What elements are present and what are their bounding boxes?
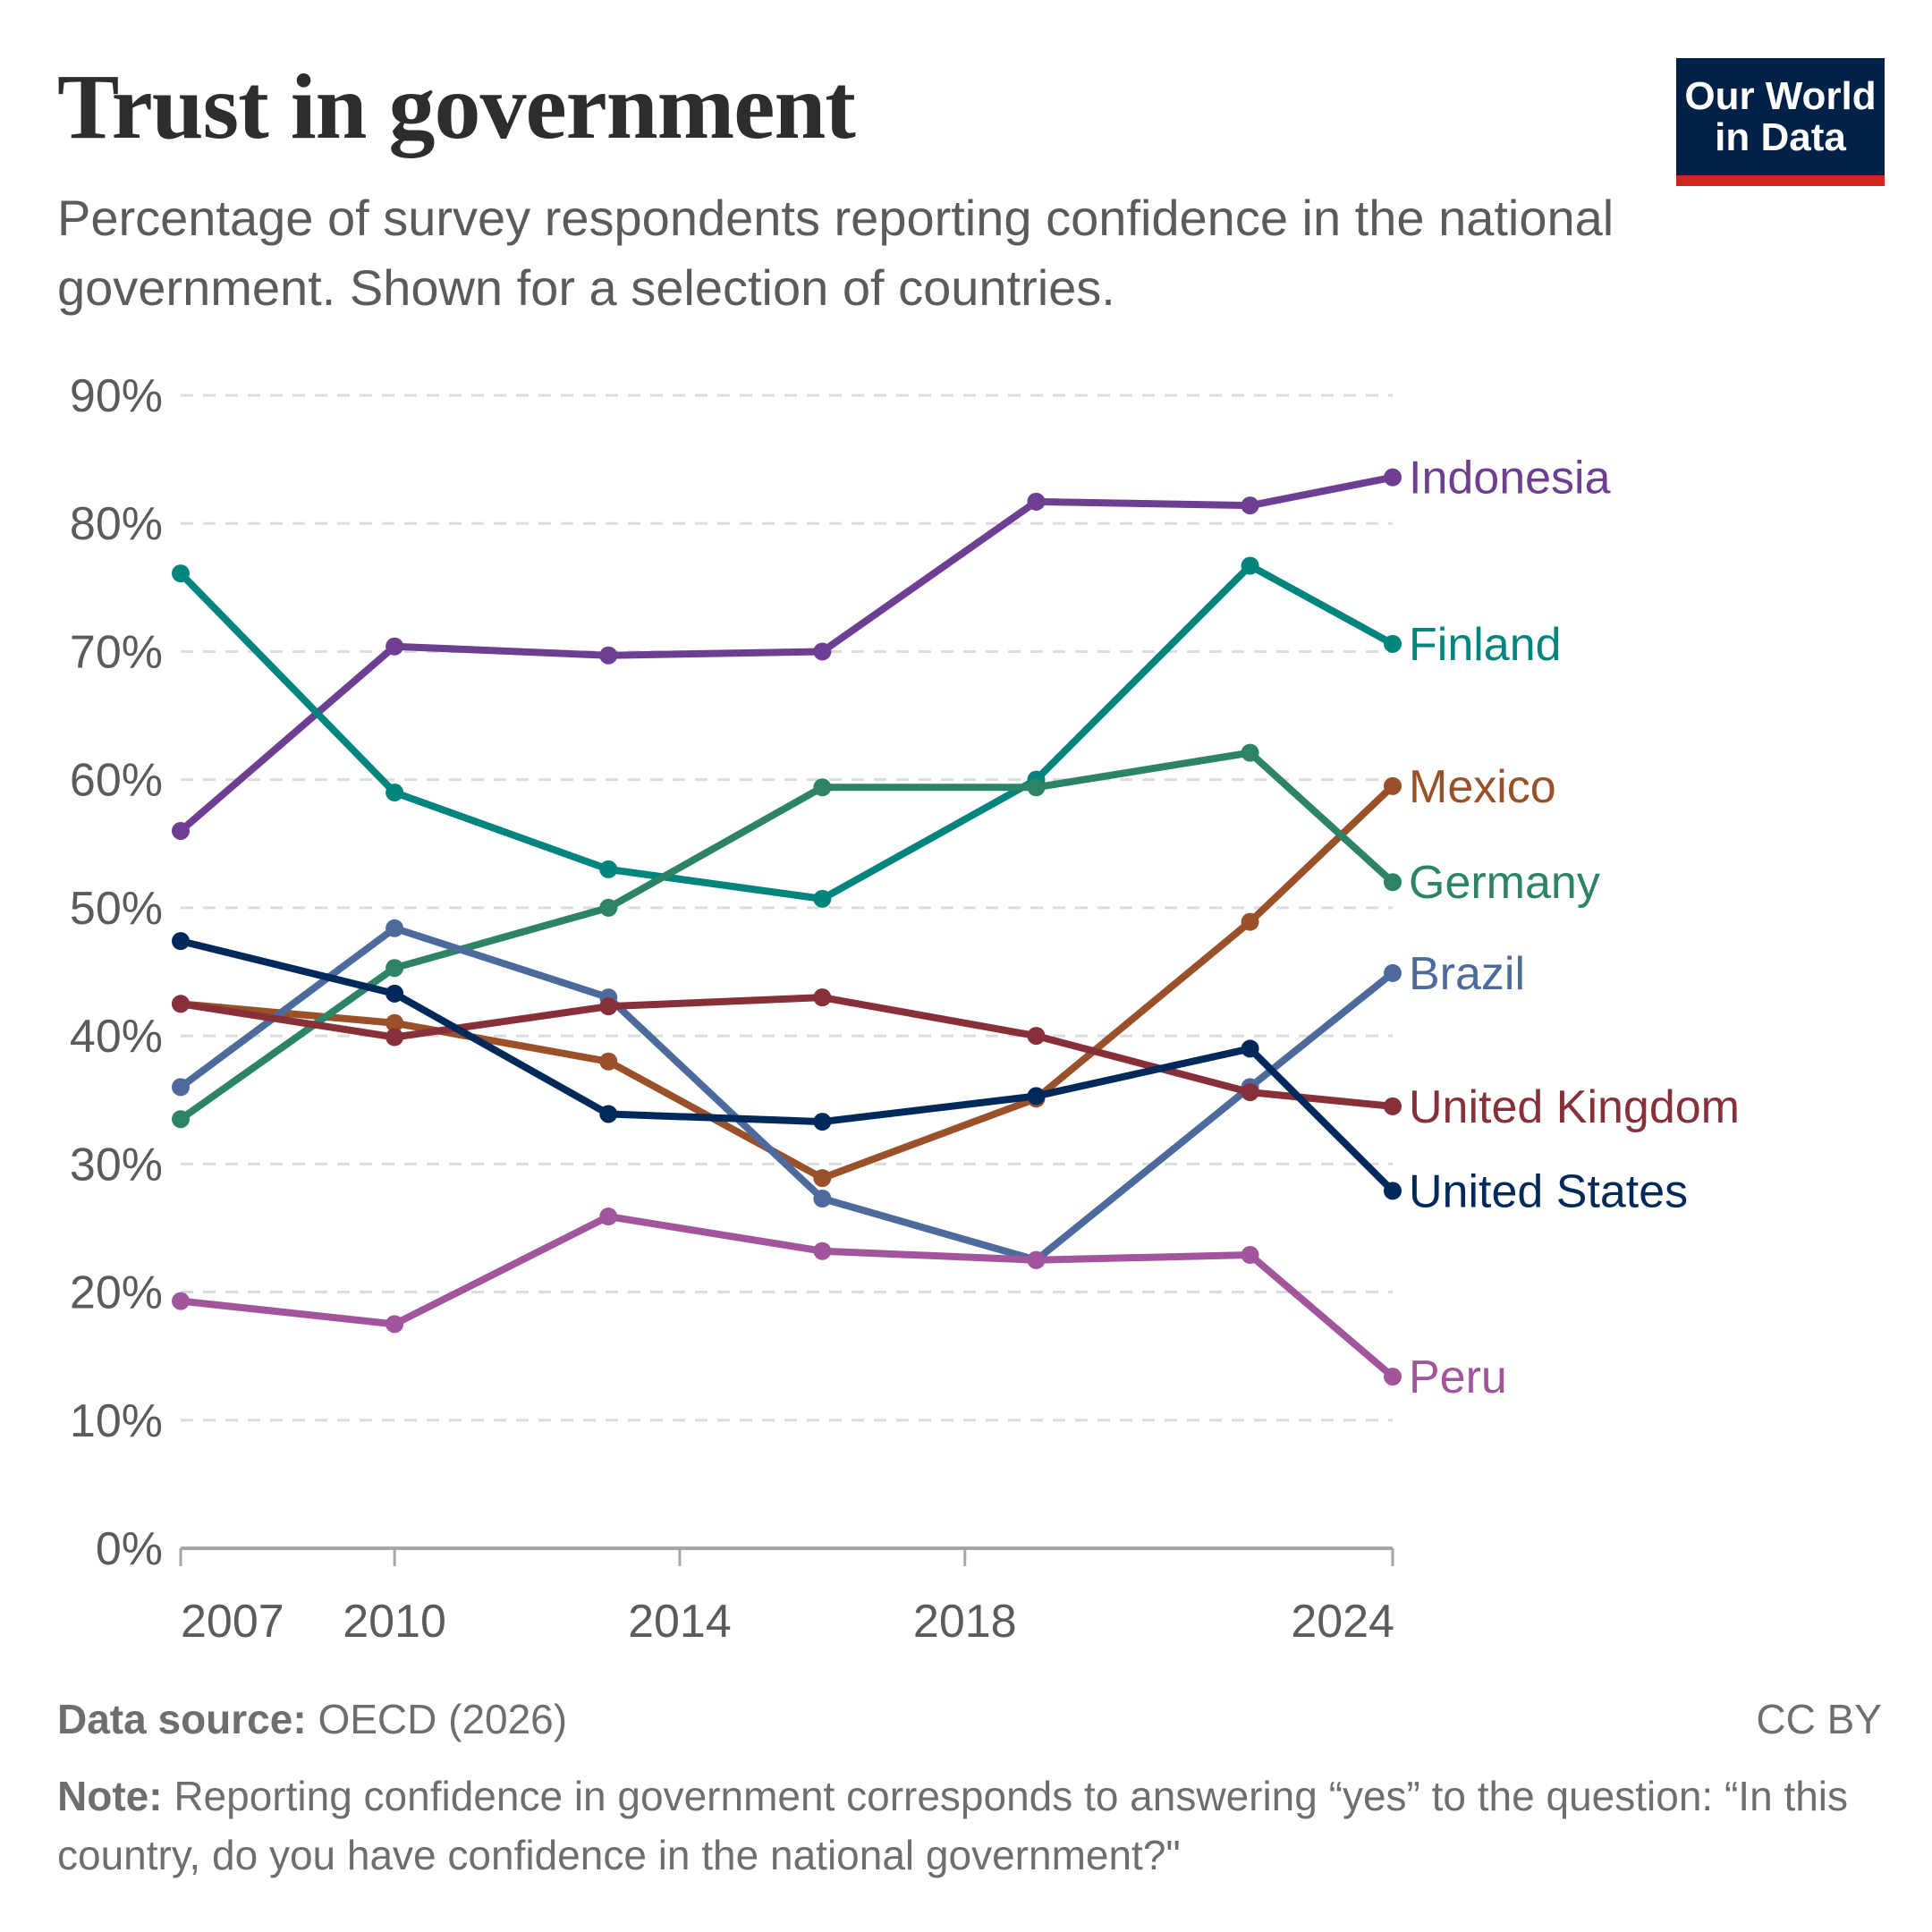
- data-point-brazil: [386, 919, 404, 937]
- note-text: Reporting confidence in government corre…: [57, 1773, 1849, 1878]
- data-point-indonesia: [1027, 492, 1046, 511]
- data-point-finland: [599, 860, 618, 878]
- series-line-indonesia: [177, 473, 1396, 835]
- x-tick-label: 2014: [628, 1596, 732, 1648]
- series-label-peru: Peru: [1409, 1352, 1507, 1403]
- data-point-indonesia: [813, 642, 832, 661]
- data-point-united-states: [1027, 1087, 1046, 1106]
- data-source: Data source: OECD (2026): [57, 1695, 567, 1743]
- data-point-united-states: [1241, 1039, 1259, 1058]
- source-label: Data source:: [57, 1696, 307, 1742]
- data-point-peru: [1384, 1368, 1402, 1386]
- x-tick-label: 2010: [343, 1596, 446, 1648]
- series-line-peru: [177, 1213, 1396, 1381]
- data-point-germany: [599, 898, 618, 917]
- data-point-peru: [386, 1315, 404, 1334]
- series-line-brazil: [177, 924, 1396, 1264]
- x-tick-label: 2007: [181, 1596, 284, 1648]
- data-point-finland: [386, 783, 404, 801]
- data-point-united-kingdom: [386, 1028, 404, 1046]
- series-line-united-states: [177, 937, 1396, 1195]
- y-tick-label: 0%: [96, 1523, 163, 1575]
- data-point-germany: [386, 959, 404, 978]
- data-point-united-states: [599, 1105, 618, 1123]
- data-point-united-kingdom: [1027, 1027, 1046, 1046]
- data-point-united-kingdom: [1241, 1083, 1259, 1102]
- data-point-indonesia: [1241, 496, 1259, 515]
- y-tick-label: 50%: [70, 883, 163, 935]
- data-point-germany: [813, 778, 832, 797]
- series-label-united-states: United States: [1409, 1165, 1688, 1217]
- series-line-finland: [177, 562, 1396, 902]
- data-point-mexico: [1241, 912, 1259, 931]
- data-point-brazil: [813, 1190, 832, 1208]
- data-point-peru: [813, 1241, 832, 1260]
- license[interactable]: CC BY: [1756, 1696, 1882, 1742]
- chart-title: Trust in government: [57, 55, 856, 158]
- data-point-finland: [1384, 634, 1402, 653]
- data-point-united-states: [813, 1113, 832, 1131]
- y-tick-label: 30%: [70, 1139, 163, 1191]
- series-label-germany: Germany: [1409, 857, 1600, 909]
- data-point-finland: [172, 564, 190, 583]
- y-tick-label: 90%: [70, 370, 163, 422]
- data-point-finland: [1241, 556, 1259, 575]
- y-tick-label: 70%: [70, 626, 163, 678]
- series-line-united-kingdom: [177, 994, 1396, 1110]
- logo-text: Our World in Data: [1684, 74, 1877, 159]
- data-point-germany: [1384, 873, 1402, 892]
- data-point-peru: [172, 1292, 190, 1310]
- data-point-united-states: [1384, 1182, 1402, 1200]
- data-point-brazil: [1384, 963, 1402, 982]
- data-point-mexico: [1384, 776, 1402, 795]
- series-label-indonesia: Indonesia: [1409, 453, 1611, 504]
- series-line-germany: [177, 749, 1396, 1123]
- data-point-brazil: [172, 1078, 190, 1097]
- y-tick-label: 20%: [70, 1267, 163, 1319]
- chart-subtitle: Percentage of survey respondents reporti…: [57, 190, 1614, 316]
- note-label: Note:: [57, 1773, 163, 1819]
- data-point-united-kingdom: [599, 997, 618, 1016]
- y-tick-label: 40%: [70, 1011, 163, 1063]
- series-label-mexico: Mexico: [1409, 761, 1556, 813]
- data-point-indonesia: [386, 637, 404, 656]
- data-point-finland: [813, 889, 832, 908]
- y-tick-label: 60%: [70, 755, 163, 807]
- x-tick-label: 2018: [913, 1596, 1017, 1648]
- data-point-united-kingdom: [172, 995, 190, 1013]
- owid-logo[interactable]: Our World in Data: [1676, 58, 1885, 186]
- source-value[interactable]: OECD (2026): [318, 1696, 568, 1742]
- data-point-germany: [172, 1110, 190, 1129]
- data-point-peru: [1027, 1250, 1046, 1269]
- data-point-united-kingdom: [1384, 1097, 1402, 1115]
- data-point-peru: [599, 1208, 618, 1226]
- data-point-mexico: [813, 1169, 832, 1188]
- data-point-mexico: [386, 1013, 404, 1032]
- series-label-united-kingdom: United Kingdom: [1409, 1081, 1740, 1133]
- data-point-peru: [1241, 1246, 1259, 1265]
- y-tick-label: 10%: [70, 1395, 163, 1447]
- data-point-united-states: [386, 984, 404, 1003]
- data-point-mexico: [599, 1052, 618, 1071]
- series-label-finland: Finland: [1409, 619, 1562, 671]
- data-point-indonesia: [1384, 468, 1402, 487]
- data-point-indonesia: [599, 646, 618, 665]
- data-point-germany: [1027, 778, 1046, 797]
- note: Note: Reporting confidence in government…: [57, 1767, 1891, 1885]
- data-point-germany: [1241, 743, 1259, 762]
- data-point-united-kingdom: [813, 988, 832, 1007]
- y-tick-label: 80%: [70, 498, 163, 550]
- series-label-brazil: Brazil: [1409, 948, 1525, 1000]
- x-tick-label: 2024: [1291, 1596, 1394, 1648]
- data-point-indonesia: [172, 821, 190, 840]
- data-point-united-states: [172, 932, 190, 951]
